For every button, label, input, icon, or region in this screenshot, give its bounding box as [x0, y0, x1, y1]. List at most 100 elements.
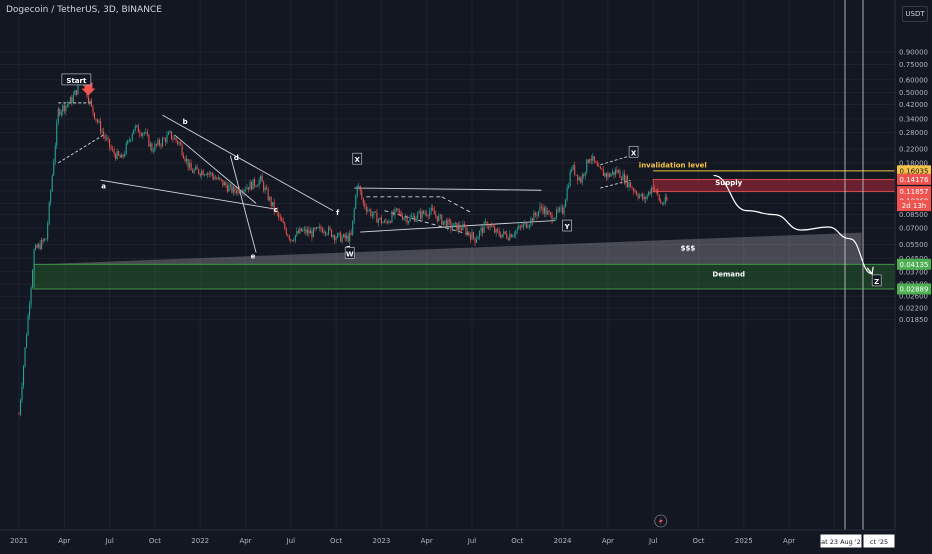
- x-tick-label: Oct: [330, 537, 342, 545]
- candle-body: [607, 173, 609, 177]
- candle-body: [430, 207, 432, 211]
- candle-body: [320, 226, 322, 230]
- candle-body: [592, 156, 594, 161]
- candle-body: [483, 222, 485, 233]
- candle-body: [282, 221, 284, 224]
- candle-body: [421, 210, 423, 219]
- candle-body: [222, 179, 224, 186]
- candle-body: [278, 212, 280, 217]
- y-tick-label: 0.07000: [899, 224, 928, 232]
- demand-zone: [33, 263, 917, 290]
- candle-body: [51, 175, 53, 191]
- candle-body: [41, 239, 43, 250]
- candle-body: [139, 132, 141, 135]
- candle-body: [441, 214, 443, 225]
- candle-body: [145, 132, 147, 133]
- candle-body: [383, 220, 385, 223]
- candle-body: [332, 235, 334, 237]
- candle-body: [549, 212, 552, 215]
- candle-body: [646, 195, 648, 199]
- candle-body: [577, 174, 579, 181]
- x-tick-label: 2024: [554, 537, 572, 545]
- candle-body: [340, 232, 342, 242]
- candle-body: [365, 207, 367, 212]
- y-tick-label: 0.01850: [899, 316, 928, 324]
- candle-body: [620, 177, 623, 181]
- candle-body: [231, 184, 233, 193]
- candle-body: [599, 166, 601, 169]
- candle-body: [516, 228, 518, 231]
- candle-body: [264, 187, 266, 191]
- candle-body: [170, 131, 173, 139]
- candle-body: [601, 168, 603, 170]
- candle-body: [98, 120, 100, 122]
- candle-body: [622, 173, 624, 181]
- candle-body: [238, 188, 240, 193]
- candle-body: [241, 192, 244, 194]
- candle-body: [400, 212, 402, 217]
- price-axis[interactable]: 0.90000 0.75000 0.60000 0.50000 0.42000 0.340…: [894, 0, 932, 550]
- price-axis-tag: [897, 173, 931, 185]
- x-tick-label: Jul: [467, 537, 477, 545]
- price-axis-bg: [895, 0, 932, 550]
- candle-body: [454, 222, 456, 224]
- x-tick-label: 2023: [372, 537, 390, 545]
- candle-body: [219, 177, 221, 180]
- candle-body: [119, 155, 121, 158]
- x-tick-label: Apr: [783, 537, 795, 545]
- candle-body: [643, 197, 645, 200]
- candle-body: [249, 181, 251, 190]
- candle-body: [293, 240, 295, 242]
- candle-body: [178, 142, 180, 144]
- wave-label: b: [183, 118, 188, 126]
- symbol-title[interactable]: Dogecoin / TetherUS, 3D, BINANCE: [6, 5, 162, 15]
- candle-body: [192, 170, 194, 173]
- candle-body: [107, 137, 109, 140]
- candle-body: [639, 195, 641, 198]
- candle-body: [44, 238, 46, 241]
- candle-body: [103, 131, 105, 136]
- candle-body: [414, 215, 416, 222]
- candle-body: [379, 217, 381, 220]
- candle-body: [160, 144, 162, 146]
- candle-body: [303, 228, 305, 230]
- lightning-icon-bolt: [658, 517, 663, 525]
- y-tick-label: 0.60000: [899, 76, 928, 84]
- candle-body: [617, 170, 619, 173]
- candle-body: [640, 194, 642, 196]
- candle-body: [630, 182, 632, 188]
- candle-body: [634, 191, 636, 193]
- candle-body: [23, 366, 25, 386]
- candle-body: [87, 96, 89, 103]
- candle-body: [260, 176, 262, 181]
- candle-body: [398, 211, 401, 213]
- candle-body: [551, 214, 553, 222]
- wave-label-box: [562, 219, 572, 232]
- candle-body: [456, 222, 458, 231]
- candle-body: [476, 239, 478, 243]
- wave-label: e: [251, 252, 256, 260]
- time-axis[interactable]: 2021 Apr Jul Oct 2022 Apr Jul Oct 2023 Apr Jul Oct 2…: [0, 529, 896, 550]
- price-axis-tag-label: 0.16035: [900, 167, 929, 175]
- candle-body: [509, 234, 511, 241]
- candle-body: [59, 109, 61, 115]
- candle-body: [252, 179, 254, 190]
- candle-body: [389, 221, 391, 223]
- candle-body: [495, 229, 497, 233]
- candle-body: [208, 173, 210, 174]
- candle-body: [69, 97, 71, 103]
- candle-body: [586, 159, 588, 173]
- candle-body: [240, 192, 242, 194]
- candle-body: [216, 178, 218, 180]
- candle-body: [112, 148, 114, 150]
- candle-body: [500, 234, 502, 238]
- candle-body: [503, 231, 505, 235]
- candle-body: [279, 216, 281, 219]
- candle-body: [633, 188, 635, 192]
- currency-badge[interactable]: USDT: [902, 6, 928, 22]
- candle-body: [438, 215, 440, 222]
- candle-body: [488, 226, 490, 228]
- x-tick-label: Jul: [286, 537, 296, 545]
